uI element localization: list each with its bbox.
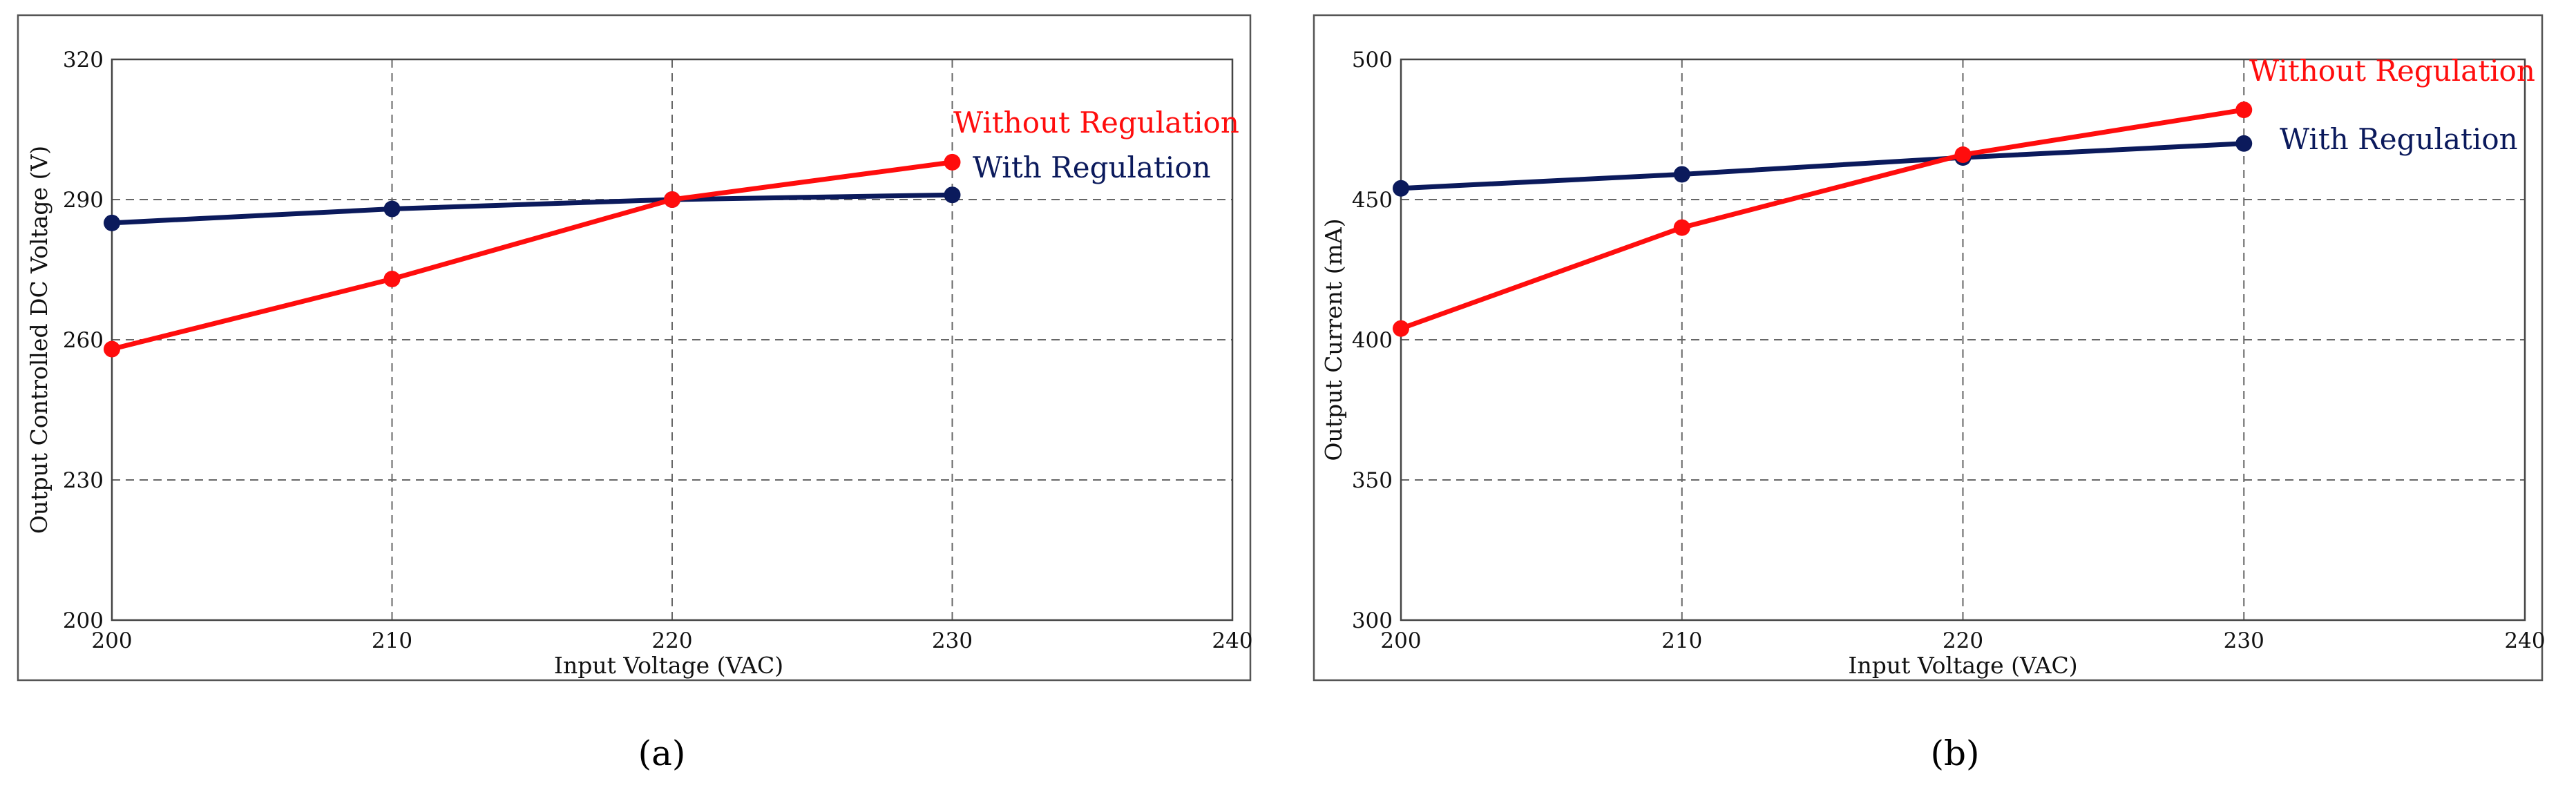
- series-line-without-regulation: [109, 160, 955, 352]
- x-tick-label: 240: [1212, 628, 1252, 653]
- series-label-with-regulation: With Regulation: [973, 151, 1211, 184]
- plot-area: [111, 58, 1234, 622]
- x-tick-label: 220: [1943, 628, 1983, 653]
- x-tick-label: 240: [2504, 628, 2545, 653]
- data-point-with-regulation: [2235, 135, 2253, 152]
- data-point-without-regulation: [1954, 146, 1972, 164]
- x-tick-label: 210: [1661, 628, 1702, 653]
- series-line-without-regulation: [1398, 107, 2246, 331]
- x-tick-label: 200: [1380, 628, 1421, 653]
- chart-b: 200 210 220 230 240 300 350 400 450 500 Input Volt…: [1313, 14, 2546, 682]
- x-tick-label: 220: [651, 628, 692, 653]
- plot-area: [1400, 58, 2526, 622]
- data-point-with-regulation: [383, 200, 401, 218]
- series-label-without-regulation: Without Regulation: [953, 106, 1239, 139]
- series-line-with-regulation: [1398, 141, 2246, 191]
- x-tick-label: 230: [932, 628, 973, 653]
- x-axis-label: Input Voltage (VAC): [1848, 652, 2077, 679]
- data-point-with-regulation: [1393, 180, 1409, 197]
- y-tick-label: 290: [63, 188, 104, 213]
- y-tick-label: 400: [1352, 328, 1393, 353]
- figure-frame: [17, 14, 1252, 682]
- y-tick-label: 450: [1352, 188, 1393, 213]
- data-point-without-regulation: [383, 271, 401, 288]
- y-axis-label: Output Controlled DC Voltage (V): [26, 146, 53, 534]
- y-axis-label: Output Current (mA): [1320, 218, 1347, 461]
- data-point-without-regulation: [944, 153, 961, 171]
- x-tick-label: 210: [372, 628, 412, 653]
- y-tick-label: 200: [63, 608, 104, 633]
- data-point-with-regulation: [1673, 166, 1690, 183]
- y-tick-label: 500: [1352, 48, 1393, 73]
- series-line-with-regulation: [109, 192, 955, 226]
- x-tick-label: 200: [91, 628, 132, 653]
- x-axis-label: Input Voltage (VAC): [554, 652, 783, 679]
- data-point-with-regulation: [944, 186, 961, 204]
- figure-frame: [1313, 14, 2544, 682]
- caption-b: (b): [1930, 733, 1980, 773]
- y-tick-label: 230: [63, 468, 104, 493]
- y-tick-label: 300: [1352, 608, 1393, 633]
- x-tick-label: 230: [2224, 628, 2264, 653]
- data-point-without-regulation: [1393, 320, 1409, 337]
- series-label-with-regulation: With Regulation: [2280, 122, 2518, 156]
- caption-a: (a): [638, 733, 686, 773]
- chart-a: 200 210 220 230 240 200 230 260 290 320 Input Volt…: [17, 14, 1253, 682]
- data-point-with-regulation: [104, 214, 120, 231]
- y-tick-label: 260: [63, 328, 104, 353]
- data-point-without-regulation: [2235, 102, 2253, 119]
- y-tick-label: 320: [63, 48, 104, 73]
- data-point-without-regulation: [104, 340, 120, 358]
- data-point-without-regulation: [664, 191, 680, 208]
- series-label-without-regulation: Without Regulation: [2249, 54, 2535, 88]
- y-tick-label: 350: [1352, 468, 1393, 493]
- data-point-without-regulation: [1673, 219, 1690, 236]
